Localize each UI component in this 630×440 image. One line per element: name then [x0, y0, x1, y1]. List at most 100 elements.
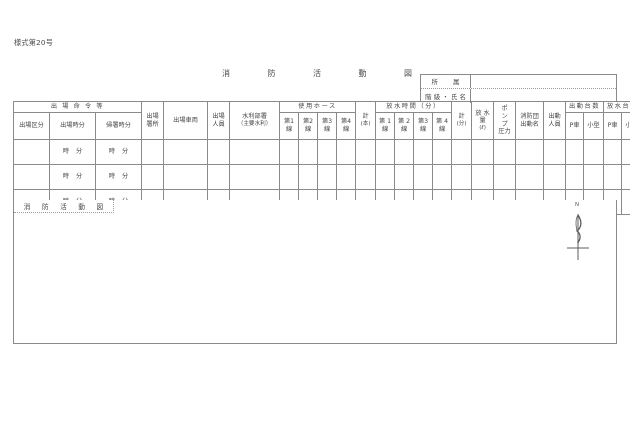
cell-brigade-name[interactable] — [515, 139, 545, 165]
cell-dispatch-personnel[interactable] — [207, 139, 231, 165]
header-hose-used-group: 使用ホース — [279, 101, 357, 113]
header-brigade-personnel: 出動 人員 — [543, 101, 567, 140]
cell-time-line-3[interactable] — [413, 164, 434, 190]
activity-record-table: 出 場 命 令 等 出場 署所 出場車両 出場 人員 水利部署 （主要水利） 使… — [12, 101, 630, 215]
page-title-char-5: 図 — [404, 69, 412, 78]
rank-name-label-char-3: ・ — [442, 92, 449, 101]
header-brigade-name: 消防団 出動名 — [515, 101, 545, 140]
rank-name-row: 階 級 ・ 氏 名 — [421, 89, 616, 103]
cell-time-total[interactable] — [451, 164, 473, 190]
cell-return-time[interactable]: 時分 — [94, 164, 143, 190]
cell-time-line-3[interactable] — [413, 139, 434, 165]
header-hose-line-2: 第2 線 — [298, 112, 319, 140]
header-dispatch-personnel: 出場 人員 — [207, 101, 231, 140]
cell-hose-total[interactable] — [355, 164, 377, 190]
cell-hose-line-3[interactable] — [317, 139, 338, 165]
header-discharge-time-group: 放水時間（分） — [375, 101, 453, 113]
cell-hose-line-4[interactable] — [336, 164, 357, 190]
cell-time-total[interactable] — [451, 139, 473, 165]
activity-diagram-area[interactable]: 消 防 活 動 図 N — [13, 200, 617, 344]
cell-hose-line-1[interactable] — [279, 164, 300, 190]
cell-water-volume[interactable] — [471, 139, 495, 165]
cell-time-line-4[interactable] — [432, 139, 453, 165]
diagram-label-char-1: 消 — [23, 203, 31, 211]
rank-name-label-char-1: 階 — [425, 92, 432, 101]
table-row: 時分 時分 — [13, 164, 630, 190]
cell-dispatch-units-p[interactable] — [565, 164, 585, 190]
form-number-label: 様式第20号 — [14, 38, 54, 47]
cell-discharge-units-small[interactable] — [621, 139, 630, 165]
cell-time-line-2[interactable] — [394, 139, 415, 165]
cell-dispatch-category[interactable] — [13, 164, 50, 190]
table-row: 時分 時分 — [13, 139, 630, 165]
header-time-total: 計 (分) — [451, 101, 473, 140]
cell-time-line-1[interactable] — [375, 139, 396, 165]
table-group-header-row: 出 場 命 令 等 出場 署所 出場車両 出場 人員 水利部署 （主要水利） 使… — [12, 101, 630, 140]
cell-dispatch-vehicle[interactable] — [163, 164, 209, 190]
north-arrow-letter: N — [575, 202, 580, 208]
header-dispatch-category: 出場区分 — [13, 112, 50, 140]
affiliation-label-char-2: 属 — [453, 78, 460, 86]
header-time-line-4: 第 4 線 — [432, 112, 453, 140]
cell-water-source[interactable] — [229, 164, 281, 190]
cell-hose-line-2[interactable] — [298, 139, 319, 165]
cell-discharge-units-small[interactable] — [621, 189, 630, 215]
cell-hose-line-2[interactable] — [298, 164, 319, 190]
header-dispatch-units-small: 小型 — [583, 112, 605, 140]
page-title-char-3: 活 — [313, 69, 321, 78]
page-title-char-4: 動 — [358, 69, 367, 78]
cell-time-line-1[interactable] — [375, 164, 396, 190]
cell-dispatch-units-small[interactable] — [583, 164, 605, 190]
diagram-label-char-3: 活 — [60, 203, 67, 211]
rank-name-label: 階 級 ・ 氏 名 — [421, 89, 471, 103]
diagram-label-char-5: 図 — [96, 203, 104, 211]
cell-discharge-units-small[interactable] — [621, 164, 630, 190]
cell-return-time[interactable]: 時分 — [94, 139, 143, 165]
activity-diagram-label: 消 防 活 動 図 — [14, 200, 114, 213]
header-discharge-units-small: 小型 — [621, 112, 630, 140]
header-dispatch-vehicle: 出場車両 — [163, 101, 209, 140]
affiliation-row: 所 属 — [421, 75, 616, 89]
header-dispatch-order-group: 出 場 命 令 等 — [12, 101, 143, 113]
cell-brigade-personnel[interactable] — [543, 139, 567, 165]
header-dispatch-units-group: 出動台数 — [565, 101, 605, 113]
cell-water-volume[interactable] — [471, 164, 495, 190]
header-discharge-units-p: P車 — [603, 112, 623, 140]
cell-dispatch-category[interactable] — [13, 139, 50, 165]
cell-dispatch-vehicle[interactable] — [163, 139, 209, 165]
cell-brigade-personnel[interactable] — [543, 164, 567, 190]
cell-dispatch-time[interactable]: 時分 — [49, 164, 96, 190]
cell-pump-pressure[interactable] — [493, 139, 517, 165]
cell-dispatch-units-small[interactable] — [583, 139, 605, 165]
cell-hose-total[interactable] — [355, 139, 377, 165]
cell-pump-pressure[interactable] — [493, 164, 517, 190]
cell-water-source[interactable] — [229, 139, 281, 165]
header-time-line-3: 第3 線 — [413, 112, 434, 140]
affiliation-label-char-1: 所 — [431, 78, 438, 86]
rank-name-label-char-4: 氏 — [450, 92, 458, 101]
header-hose-line-4: 第4 線 — [336, 112, 357, 140]
cell-dispatch-station[interactable] — [141, 164, 165, 190]
north-arrow-icon: N — [564, 202, 598, 264]
diagram-label-char-4: 動 — [78, 203, 85, 211]
cell-hose-line-3[interactable] — [317, 164, 338, 190]
header-hose-total: 計 (本) — [355, 101, 377, 140]
cell-dispatch-units-p[interactable] — [565, 139, 585, 165]
cell-discharge-units-p[interactable] — [603, 164, 623, 190]
affiliation-label: 所 属 — [421, 75, 471, 88]
cell-hose-line-1[interactable] — [279, 139, 300, 165]
cell-brigade-name[interactable] — [515, 164, 545, 190]
header-hose-line-3: 第3 線 — [317, 112, 338, 140]
page-title-char-1: 消 — [222, 69, 230, 78]
header-hose-line-1: 第1 線 — [279, 112, 300, 140]
affiliation-value-field[interactable] — [471, 75, 616, 88]
header-dispatch-station: 出場 署所 — [141, 101, 165, 140]
cell-dispatch-personnel[interactable] — [207, 164, 231, 190]
cell-time-line-2[interactable] — [394, 164, 415, 190]
cell-hose-line-4[interactable] — [336, 139, 357, 165]
cell-dispatch-station[interactable] — [141, 139, 165, 165]
cell-discharge-units-p[interactable] — [603, 139, 623, 165]
cell-dispatch-time[interactable]: 時分 — [49, 139, 96, 165]
diagram-label-char-2: 防 — [41, 203, 49, 211]
cell-time-line-4[interactable] — [432, 164, 453, 190]
